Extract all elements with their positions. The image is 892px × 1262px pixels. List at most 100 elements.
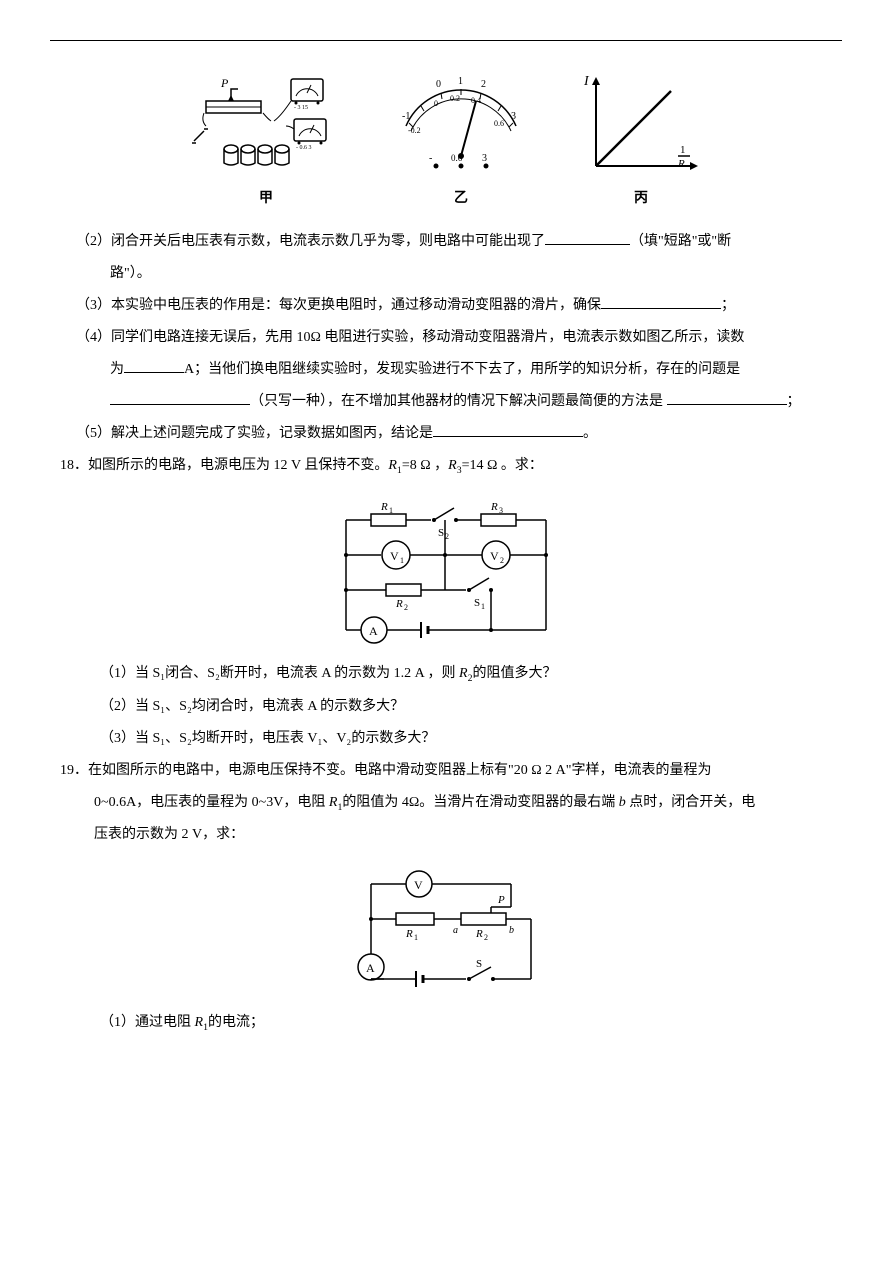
q19-figure: V P R1 a R2 b A S	[60, 859, 832, 999]
svg-text:1: 1	[680, 144, 686, 156]
figure-bing: I 1 R 丙	[576, 71, 706, 213]
q19-l3: 压表的示数为 2 V，求：	[94, 827, 244, 842]
q18-figure: R1 S2 R3 V1 V2 R2 S1	[60, 490, 832, 650]
q17-4-text-a: （4）同学们电路连接无误后，先用 10Ω 电阻进行实验，移动滑动变阻器滑片，电流…	[76, 330, 744, 345]
q17-4-text-e: ；	[787, 394, 801, 409]
blank	[601, 294, 721, 309]
q19-sub1-text: （1）通过电阻	[100, 1015, 195, 1030]
svg-text:R: R	[475, 928, 483, 940]
q18-num: 18．	[60, 458, 88, 473]
q19-stem-l1: 19．在如图所示的电路中，电源电压保持不变。电路中滑动变阻器上标有"20 Ω 2…	[60, 757, 832, 785]
svg-text:1: 1	[481, 602, 485, 611]
q19-l2b: 的阻值为 4Ω。当滑片在滑动变阻器的最右端	[342, 795, 618, 810]
svg-text:V: V	[490, 549, 499, 563]
svg-text:I: I	[583, 74, 590, 89]
q17-2-text-c: 路"）。	[110, 266, 151, 281]
svg-text:R: R	[380, 501, 388, 513]
blank	[110, 390, 250, 405]
q19-num: 19．	[60, 763, 88, 778]
blank	[667, 390, 787, 405]
svg-text:-0.2: -0.2	[408, 126, 421, 135]
svg-text:0: 0	[436, 79, 441, 90]
svg-text:2: 2	[484, 933, 488, 942]
q19-sub1-text-b: 的电流；	[208, 1015, 264, 1030]
q17-item4-l3: （只写一种），在不增加其他器材的情况下解决问题最简便的方法是 ；	[60, 388, 832, 416]
q17-2-text-a: （2）闭合开关后电压表有示数，电流表示数几乎为零，则电路中可能出现了	[76, 234, 545, 249]
q18-r3: =14 Ω 。求：	[462, 458, 543, 473]
q19-l2c: 点时，闭合开关，电	[629, 795, 755, 810]
svg-text:b: b	[509, 925, 514, 936]
svg-text:R: R	[677, 158, 685, 170]
figure-yi-label: 乙	[454, 185, 468, 213]
svg-text:P: P	[497, 894, 505, 906]
svg-text:3: 3	[482, 153, 487, 164]
svg-text:1: 1	[458, 76, 463, 87]
q17-item4: （4）同学们电路连接无误后，先用 10Ω 电阻进行实验，移动滑动变阻器滑片，电流…	[60, 324, 832, 352]
svg-text:0.6: 0.6	[451, 153, 463, 163]
svg-text:V: V	[414, 878, 423, 892]
circuit-q19-icon: V P R1 a R2 b A S	[331, 859, 561, 999]
svg-text:1: 1	[414, 933, 418, 942]
q17-item2: （2）闭合开关后电压表有示数，电流表示数几乎为零，则电路中可能出现了 （填"短路"…	[60, 228, 832, 256]
q18-sub2-text: （2）当 S₁、S₂均闭合时，电流表 A 的示数多大？	[100, 699, 404, 714]
figure-bing-label: 丙	[634, 185, 648, 213]
svg-text:R: R	[490, 501, 498, 513]
q19-stem-l2: 0~0.6A，电压表的量程为 0~3V，电阻 R1的阻值为 4Ω。当滑片在滑动变…	[60, 789, 832, 817]
q18-sub3: （3）当 S₁、S₂均断开时，电压表 V₁、V₂的示数多大？	[60, 725, 832, 753]
q18-sub1-text-b: 的阻值多大？	[472, 666, 556, 681]
q18-stem-text: 如图所示的电路，电源电压为 12 V 且保持不变。	[88, 458, 388, 473]
svg-text:S: S	[476, 958, 482, 970]
blank	[433, 422, 583, 437]
svg-text:3: 3	[499, 506, 503, 515]
q18-sub1: （1）当 S₁闭合、S₂断开时，电流表 A 的示数为 1.2 A ，则 R2的阻…	[60, 660, 832, 688]
q17-item2-cont: 路"）。	[60, 260, 832, 288]
q17-4-text-b: 为	[110, 362, 124, 377]
svg-text:A: A	[366, 961, 375, 975]
svg-text:a: a	[453, 925, 458, 936]
q17-item5: （5）解决上述问题完成了实验，记录数据如图丙，结论是 。	[60, 420, 832, 448]
svg-text:S: S	[474, 597, 480, 609]
q17-3-text: （3）本实验中电压表的作用是：每次更换电阻时，通过移动滑动变阻器的滑片，确保	[76, 298, 601, 313]
svg-text:V: V	[390, 549, 399, 563]
svg-text:R: R	[405, 928, 413, 940]
svg-text:0.6: 0.6	[494, 119, 504, 128]
svg-text:2: 2	[481, 79, 486, 90]
q17-5-suffix: 。	[583, 426, 597, 441]
q18-r1: =8 Ω ，	[402, 458, 448, 473]
q17-5-text: （5）解决上述问题完成了实验，记录数据如图丙，结论是	[76, 426, 433, 441]
ammeter-dial-icon: -1 0 1 2 3 -0.2 0 0.2 0.4 0.6 - 0.6 3	[386, 71, 536, 181]
svg-text:A: A	[369, 624, 378, 638]
svg-text:0: 0	[434, 99, 438, 108]
q19-stem-l3: 压表的示数为 2 V，求：	[60, 821, 832, 849]
q17-3-suffix: ；	[721, 298, 735, 313]
q17-4-text-d: （只写一种），在不增加其他器材的情况下解决问题最简便的方法是	[250, 394, 663, 409]
svg-text:- 3 15: - 3 15	[294, 105, 308, 111]
q17-item3: （3）本实验中电压表的作用是：每次更换电阻时，通过移动滑动变阻器的滑片，确保 ；	[60, 292, 832, 320]
svg-text:-1: -1	[402, 111, 410, 122]
page-top-divider	[50, 40, 842, 41]
q17-2-text-b: （填"短路"或"断	[630, 234, 731, 249]
svg-text:2: 2	[404, 603, 408, 612]
svg-text:-: -	[429, 153, 432, 164]
svg-text:1: 1	[389, 506, 393, 515]
svg-text:S: S	[438, 527, 444, 539]
circuit-apparatus-icon: P - 3 15 - 0.6 3	[186, 71, 346, 181]
figure-yi: -1 0 1 2 3 -0.2 0 0.2 0.4 0.6 - 0.6 3 乙	[386, 71, 536, 213]
q18-sub1-text: （1）当 S₁闭合、S₂断开时，电流表 A 的示数为 1.2 A ，则	[100, 666, 459, 681]
q18-sub3-text: （3）当 S₁、S₂均断开时，电压表 V₁、V₂的示数多大？	[100, 731, 435, 746]
q18-stem: 18．如图所示的电路，电源电压为 12 V 且保持不变。R1=8 Ω ，R3=1…	[60, 452, 832, 480]
svg-text:1: 1	[400, 556, 404, 565]
q19-sub1: （1）通过电阻 R1的电流；	[60, 1009, 832, 1037]
circuit-q18-icon: R1 S2 R3 V1 V2 R2 S1	[326, 490, 566, 650]
figure-jia-label: 甲	[259, 185, 273, 213]
svg-text:P: P	[220, 76, 229, 90]
svg-text:R: R	[395, 598, 403, 610]
q17-item4-l2: 为 A；当他们换电阻继续实验时，发现实验进行不下去了，用所学的知识分析，存在的问题…	[60, 356, 832, 384]
q19-l1: 在如图所示的电路中，电源电压保持不变。电路中滑动变阻器上标有"20 Ω 2 A"…	[88, 763, 711, 778]
figure-jia: P - 3 15 - 0.6 3	[186, 71, 346, 213]
blank	[545, 230, 630, 245]
q18-sub2: （2）当 S₁、S₂均闭合时，电流表 A 的示数多大？	[60, 693, 832, 721]
figure-row-top: P - 3 15 - 0.6 3	[60, 71, 832, 213]
svg-text:- 0.6 3: - 0.6 3	[296, 145, 312, 151]
q17-4-text-c: A；当他们换电阻继续实验时，发现实验进行不下去了，用所学的知识分析，存在的问题是	[184, 362, 740, 377]
